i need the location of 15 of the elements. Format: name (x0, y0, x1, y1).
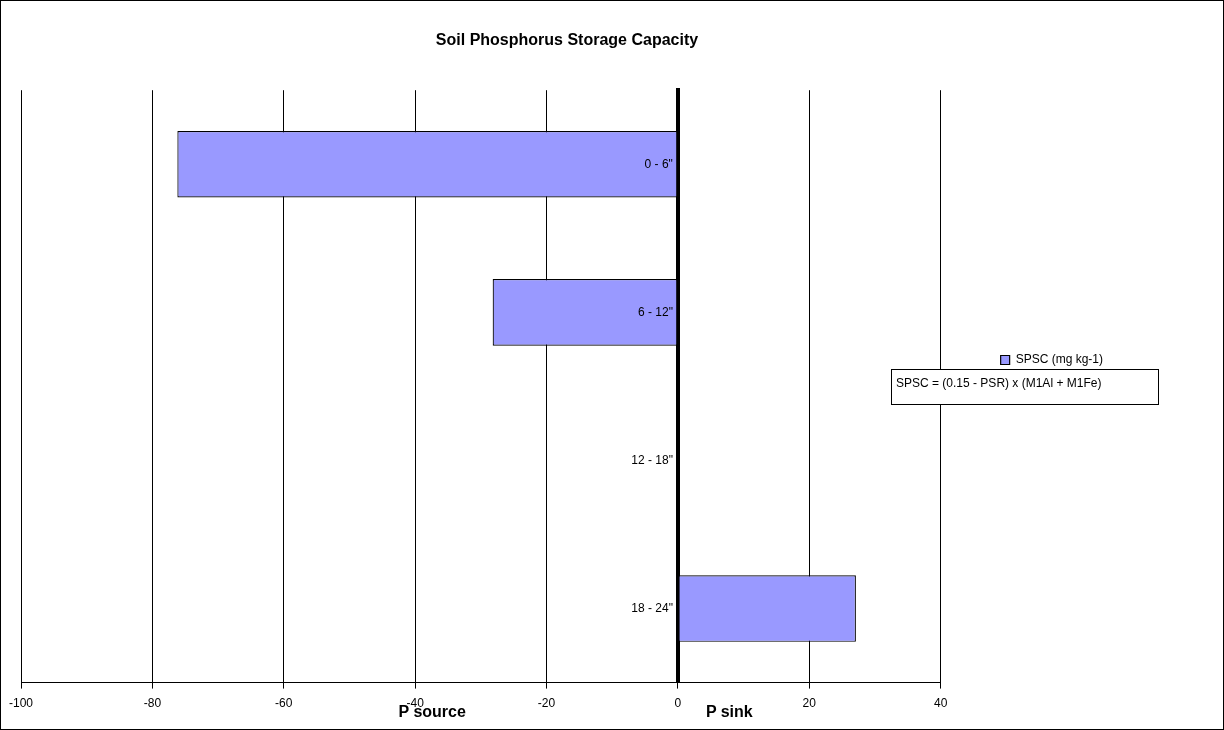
y-tick-label: 12 - 18" (631, 452, 673, 467)
x-tick-label: 0 (674, 696, 682, 711)
legend-label: SPSC (mg kg-1) (1015, 352, 1104, 367)
y-tick-label: 0 - 6" (644, 156, 673, 171)
formula-box: SPSC = (0.15 - PSR) x (M1Al + M1Fe) (891, 369, 1159, 405)
x-tick-label: -20 (537, 696, 556, 711)
x-tick-label: 20 (802, 696, 817, 711)
text: P sink (705, 703, 753, 721)
x-tick-label: -80 (143, 696, 162, 711)
y-tick-label: 18 - 24" (631, 600, 673, 615)
y-tick-label: 6 - 12" (637, 304, 673, 319)
x-tick-label: 40 (933, 696, 948, 711)
x-tick-label: -60 (275, 696, 293, 711)
x-tick-label: -100 (8, 696, 34, 711)
chart-title: Soil Phosphorus Storage Capacity (435, 31, 699, 49)
